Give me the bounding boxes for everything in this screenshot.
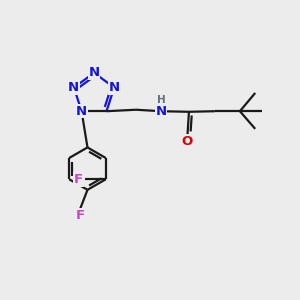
- Text: O: O: [182, 135, 193, 148]
- Text: N: N: [68, 81, 79, 94]
- Text: N: N: [109, 81, 120, 94]
- Text: F: F: [74, 173, 83, 186]
- Text: H: H: [157, 95, 165, 105]
- Text: F: F: [76, 209, 85, 222]
- Text: N: N: [76, 105, 87, 118]
- Text: N: N: [155, 105, 167, 118]
- Text: N: N: [88, 66, 100, 80]
